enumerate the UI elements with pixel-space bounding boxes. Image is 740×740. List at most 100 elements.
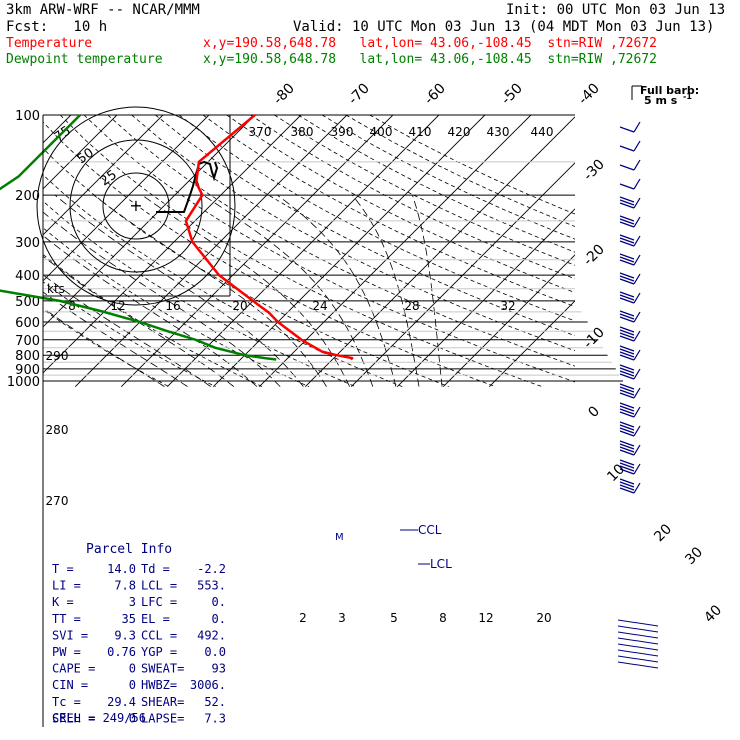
dry-adiabat: [370, 115, 740, 387]
dry-adiabat: [43, 281, 216, 387]
wind-barb-feather: [619, 405, 635, 412]
isotherm-line: [43, 115, 302, 374]
hodograph-center: +: [129, 196, 142, 215]
hodograph-ring-25: [102, 172, 170, 240]
wind-barb-feather: [619, 462, 635, 469]
wind-barb-feather: [619, 253, 635, 260]
parcel-param-value: 35: [122, 612, 136, 626]
wind-barb-feather: [619, 370, 635, 377]
wind-barb-feather: [619, 329, 635, 336]
dry-adiabat: [43, 121, 496, 387]
parcel-param-value: 0.76: [107, 645, 136, 659]
temperature-legend-label: Temperature: [6, 36, 93, 51]
theta-label: 370: [249, 125, 272, 139]
wind-barb-feather: [619, 326, 635, 333]
wind-barb-feather: [619, 484, 635, 491]
isotherm-label: -60: [421, 80, 448, 107]
isotherm-line: [304, 116, 575, 387]
parcel-param-value: 0: [129, 711, 136, 725]
adiabat-grid-lower: [0, 115, 740, 387]
parcel-param-label: LAPSE=: [141, 711, 184, 725]
wind-barb-feather: [619, 297, 635, 304]
moist-adiabat: [412, 194, 443, 387]
wind-barb: [633, 273, 641, 285]
isotherm-line: [120, 115, 394, 387]
wind-barb-feather: [619, 440, 635, 447]
isotherm-label: 30: [682, 544, 706, 568]
wind-barb-feather: [619, 345, 635, 352]
lcl-label: LCL: [430, 557, 452, 571]
isotherm-line: [166, 115, 440, 387]
pressure-label: 300: [15, 236, 40, 251]
parcel-param-value: 52.: [204, 695, 226, 709]
dry-adiabat: [0, 115, 309, 387]
parcel-param-label: SVI =: [52, 628, 88, 642]
wind-barb-feather: [619, 199, 635, 206]
dry-adiabat: [179, 115, 740, 387]
mixing-ratio-label: 12: [110, 299, 125, 313]
mixing-ratio-label: 8: [439, 611, 447, 625]
moist-adiabat: [277, 194, 397, 387]
moist-adiabat: [202, 194, 374, 387]
wind-barb-feather: [619, 459, 635, 466]
isotherm-line: [258, 115, 532, 387]
isotherm-line: [442, 254, 575, 387]
parcel-param-value: 3: [129, 595, 136, 609]
wind-barb-feather: [619, 221, 635, 228]
dry-adiabat: [155, 115, 728, 387]
moist-adiabat: [43, 307, 165, 387]
ccl-label: CCL: [418, 523, 442, 537]
mixing-ratio-label: 28: [404, 299, 419, 313]
wind-barb-feather: [619, 291, 635, 298]
dry-adiabat: [202, 115, 575, 308]
dry-adiabat: [43, 308, 170, 387]
isotherm-label: -70: [345, 80, 372, 107]
parcel-param-value: 0.: [212, 595, 226, 609]
pressure-label: 700: [15, 334, 40, 349]
parcel-param-label: LI =: [52, 579, 81, 593]
wind-barb-feather: [619, 237, 635, 244]
wind-barb-feather: [619, 259, 635, 266]
parcel-param-value: 553.: [197, 579, 226, 593]
parcel-cell: CELL = 249/56: [52, 711, 146, 725]
moist-adiabat: [351, 194, 420, 387]
wind-barb-feather: [619, 126, 635, 133]
theta-label: 270: [46, 494, 69, 508]
wind-barb-feather: [619, 430, 635, 437]
dry-adiabat: [369, 115, 575, 215]
dry-adiabat: [59, 115, 543, 387]
pressure-label: 500: [15, 295, 40, 310]
adiabat-grid: [43, 115, 575, 387]
wind-barb: [617, 649, 659, 657]
parcel-param-value: 93: [212, 662, 226, 676]
wind-barb-feather: [619, 449, 635, 456]
theta-label: 420: [448, 125, 471, 139]
isotherm-label: -40: [575, 80, 602, 107]
wind-barb: [633, 292, 641, 304]
parcel-param-value: 0: [129, 678, 136, 692]
isotherm-label: 0: [585, 403, 603, 421]
wind-barb-feather: [619, 196, 635, 203]
dry-adiabat: [298, 115, 575, 253]
theta-label: 280: [46, 423, 69, 437]
parcel-param-value: -2.2: [197, 562, 226, 576]
wind-barb-feather: [619, 446, 635, 453]
wind-barb-feather: [619, 256, 635, 263]
parcel-param-label: CCL =: [141, 628, 177, 642]
moist-adiabat: [43, 255, 235, 387]
wind-barb-feather: [619, 215, 635, 222]
wind-barb-feather: [619, 408, 635, 415]
wind-barb-feather: [619, 272, 635, 279]
wind-barb-feather: [619, 234, 635, 241]
pressure-label: 1000: [7, 375, 40, 390]
dewpoint-trace: [0, 114, 277, 361]
isotherm-label: -50: [498, 80, 525, 107]
wind-barb-feather: [619, 373, 635, 380]
init-time: Init: 00 UTC Mon 03 Jun 13: [506, 2, 726, 18]
wind-barb: [633, 159, 641, 171]
wind-barb: [633, 140, 641, 152]
mixing-ratio-label: 2: [299, 611, 307, 625]
barb-key-exponent: -1: [683, 92, 692, 101]
dry-adiabat: [83, 115, 575, 383]
